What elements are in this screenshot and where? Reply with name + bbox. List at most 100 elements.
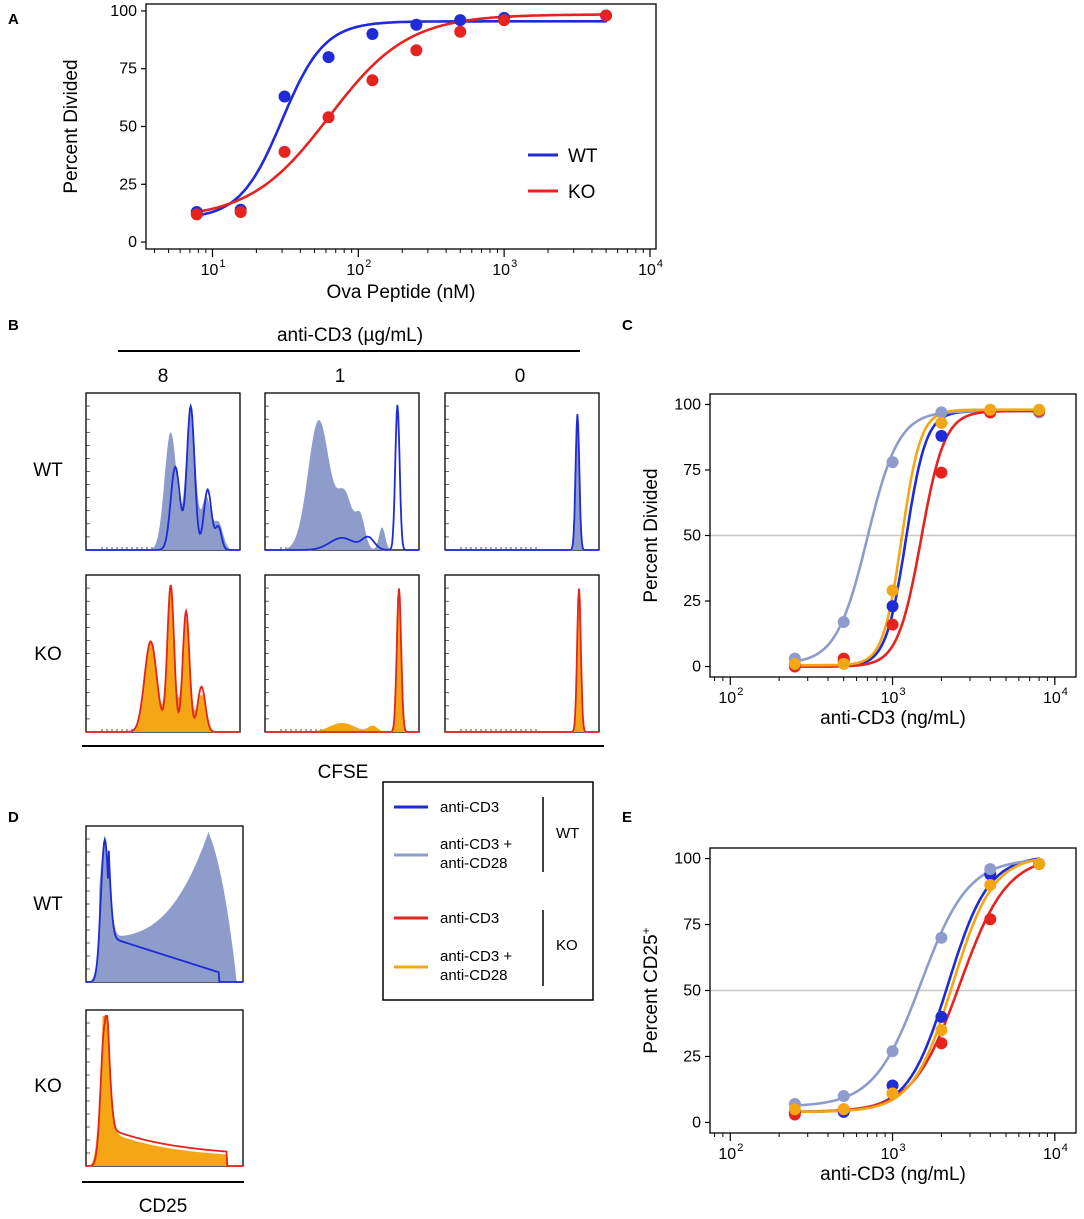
legend-label-a-wt: WT [568, 146, 598, 167]
cfse-label: CFSE [318, 762, 369, 783]
histogram-fill-d-ko [86, 1016, 243, 1166]
histogram-fill-ko-8 [86, 588, 240, 732]
panel-label-d: D [8, 809, 19, 826]
data-point-c-ko-anti-cd3-anti-cd28 [886, 584, 899, 597]
legend-label-wt-cd3-cd28-line2: anti-CD28 [440, 855, 508, 872]
y-tick-label-a: 100 [110, 3, 137, 20]
data-point-a-wt [454, 14, 467, 27]
data-point-e-wt-anti-cd3-anti-cd28 [984, 863, 997, 876]
histogram-grid-b [85, 392, 600, 733]
y-tick-label-a: 75 [119, 61, 137, 78]
x-tick-exponent-a: 2 [365, 258, 371, 270]
histogram-line-ko-0 [445, 588, 599, 733]
data-point-e-wt-anti-cd3-anti-cd28 [935, 931, 948, 944]
panel-label-a: A [8, 11, 19, 28]
y-tick-label-c: 75 [683, 462, 701, 479]
data-point-a-ko [366, 74, 379, 87]
data-point-c-wt-anti-cd3-anti-cd28 [886, 456, 899, 469]
x-tick-label-a: 10 [638, 262, 656, 279]
legend-label-ko-cd3-cd28-line1: anti-CD3 + [440, 948, 512, 965]
histogram-fill-wt-1 [265, 420, 419, 550]
data-point-e-ko-anti-cd3-anti-cd28 [984, 878, 997, 891]
data-point-a-ko [454, 25, 467, 38]
data-point-e-ko-anti-cd3 [935, 1037, 948, 1050]
header-anti-cd3: anti-CD3 (µg/mL) [277, 325, 423, 346]
panel-b-header: anti-CD3 (µg/mL) 8 1 0 WT KO CFSE [33, 325, 604, 783]
histogram-line-wt-1 [265, 404, 419, 551]
x-tick-exponent-c: 3 [899, 686, 905, 698]
data-point-c-ko-anti-cd3 [886, 618, 899, 631]
x-tick-label-c: 10 [1043, 690, 1061, 707]
y-axis-title-a: Percent Divided [61, 59, 82, 193]
data-point-e-ko-anti-cd3-anti-cd28 [837, 1103, 850, 1116]
legend-frame [382, 781, 594, 1001]
panel-label-c: C [622, 317, 633, 334]
data-point-a-wt [278, 90, 291, 103]
y-tick-label-c: 0 [692, 659, 701, 676]
legend-label-ko-cd3-cd28-line2: anti-CD28 [440, 967, 508, 984]
fit-curve-e-ko-anti-cd3-anti-cd28 [794, 858, 1041, 1114]
data-point-a-ko [498, 14, 511, 27]
legend-group-wt: WT [556, 825, 579, 842]
y-axis-title-superscript-e: + [639, 927, 653, 934]
x-tick-label-a: 10 [201, 262, 219, 279]
x-tick-label-e: 10 [718, 1146, 736, 1163]
histogram-grid-d [85, 825, 244, 1167]
data-point-c-ko-anti-cd3-anti-cd28 [788, 657, 801, 670]
legend-label-ko-cd3: anti-CD3 [440, 910, 499, 927]
x-axis-title-c: anti-CD3 (ng/mL) [820, 708, 966, 729]
x-tick-label-a: 10 [492, 262, 510, 279]
legend-group-ko: KO [556, 937, 578, 954]
y-tick-label-c: 25 [683, 593, 701, 610]
x-tick-exponent-c: 2 [737, 686, 743, 698]
row-label-wt: WT [33, 460, 63, 481]
histogram-line-d-wt [86, 836, 243, 983]
histogram-line-ko-8 [86, 584, 240, 733]
legend-label-wt-cd3: anti-CD3 [440, 799, 499, 816]
data-point-c-wt-anti-cd3-anti-cd28 [837, 615, 850, 628]
fit-curve-a-ko [195, 13, 607, 214]
data-point-c-ko-anti-cd3-anti-cd28 [837, 657, 850, 670]
x-tick-exponent-a: 4 [657, 258, 663, 270]
fit-curve-c-ko-anti-cd3 [794, 409, 1040, 668]
row-label-ko-d: KO [34, 1076, 61, 1097]
data-point-a-ko [190, 208, 203, 221]
histogram-fill-wt-8 [86, 405, 240, 550]
x-tick-exponent-e: 2 [737, 1142, 743, 1154]
y-tick-label-e: 25 [683, 1048, 701, 1065]
x-tick-label-c: 10 [881, 690, 899, 707]
x-tick-label-e: 10 [1043, 1146, 1061, 1163]
x-tick-label-e: 10 [881, 1146, 899, 1163]
fit-curve-c-ko-anti-cd3-anti-cd28 [794, 408, 1040, 667]
x-tick-exponent-a: 3 [511, 258, 517, 270]
row-label-ko: KO [34, 644, 61, 665]
data-point-a-ko [600, 9, 613, 22]
y-axis-title-e: Percent CD25+ [639, 927, 662, 1053]
panel-label-e: E [622, 809, 632, 826]
data-point-a-wt [322, 51, 335, 64]
cd25-label: CD25 [139, 1196, 188, 1217]
data-point-e-ko-anti-cd3-anti-cd28 [1033, 857, 1046, 870]
legend-label-wt-cd3-cd28-line1: anti-CD3 + [440, 836, 512, 853]
y-tick-label-c: 100 [674, 396, 701, 413]
data-point-e-wt-anti-cd3-anti-cd28 [837, 1090, 850, 1103]
data-point-c-ko-anti-cd3-anti-cd28 [1033, 403, 1046, 416]
data-point-c-wt-anti-cd3 [935, 429, 948, 442]
x-tick-exponent-a: 1 [219, 258, 225, 270]
fit-curve-e-wt-anti-cd3-anti-cd28 [793, 858, 1040, 1107]
data-point-a-wt [410, 18, 423, 31]
panel-d-labels: WT KO CD25 [33, 894, 244, 1217]
histogram-line-wt-0 [445, 414, 599, 551]
data-point-e-ko-anti-cd3 [984, 913, 997, 926]
data-point-e-ko-anti-cd3-anti-cd28 [886, 1087, 899, 1100]
y-tick-label-e: 100 [674, 851, 701, 868]
panel-label-b: B [8, 317, 19, 334]
data-point-c-ko-anti-cd3-anti-cd28 [935, 416, 948, 429]
x-tick-exponent-c: 4 [1062, 686, 1068, 698]
y-tick-label-e: 75 [683, 917, 701, 934]
data-point-e-ko-anti-cd3-anti-cd28 [788, 1103, 801, 1116]
